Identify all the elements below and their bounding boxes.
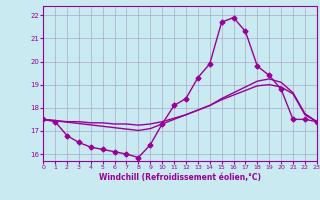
X-axis label: Windchill (Refroidissement éolien,°C): Windchill (Refroidissement éolien,°C) — [99, 173, 261, 182]
